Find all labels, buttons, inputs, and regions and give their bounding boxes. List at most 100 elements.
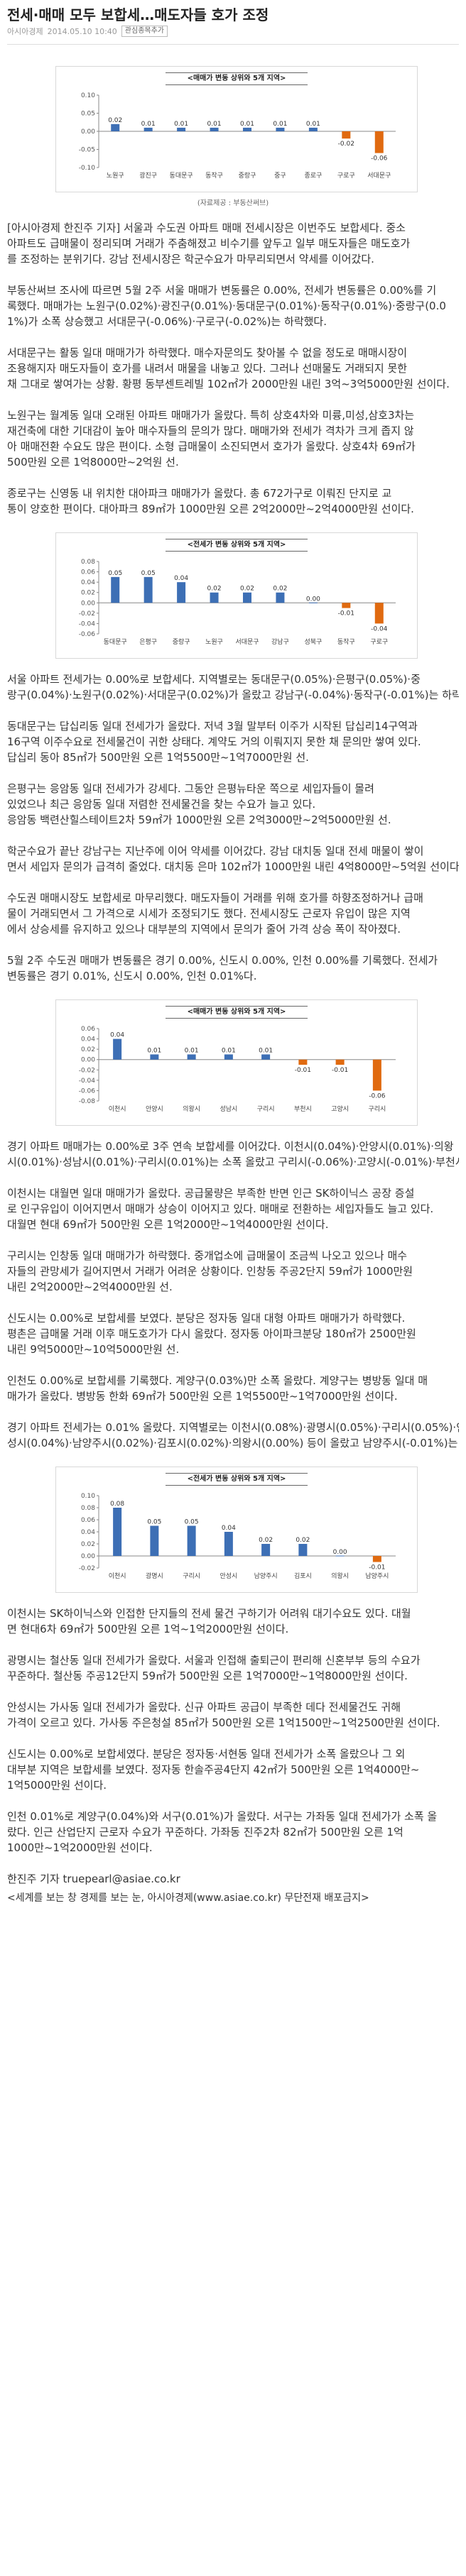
paragraph-line: 1억5000만원 선이다. <box>7 1779 107 1792</box>
data-label: 0.04 <box>174 575 188 582</box>
y-tick-label: 0.10 <box>81 92 95 99</box>
bar <box>111 576 120 603</box>
chart-svg: 0.10 0.05 0.00 -0.05 -0.10 0.02 노원구 0.01 광진구 0.01… <box>79 92 396 180</box>
y-tick-label: 0.00 <box>81 128 95 136</box>
y-tick-label: 0.08 <box>81 559 95 566</box>
bar <box>372 1059 381 1091</box>
y-tick-label: -0.02 <box>79 1067 95 1074</box>
y-tick-label: -0.06 <box>79 1087 96 1095</box>
paragraph: 5월 2주 수도권 매매가 변동률은 경기 0.00%, 신도시 0.00%, … <box>7 953 459 984</box>
y-tick-label: 0.00 <box>81 1057 95 1064</box>
category-label: 광명시 <box>146 1572 163 1580</box>
paragraph-line: 이천시는 대월면 일대 매매가가 올랐다. 공급물량은 부족한 반면 인근 SK… <box>7 1187 415 1200</box>
y-tick-label: 0.00 <box>81 1553 95 1560</box>
bar <box>177 582 186 603</box>
y-tick-label: 0.05 <box>81 111 95 118</box>
chart-4: <전세가 변동 상위와 5개 지역> 0.10 0.08 0.06 0.04 0.02 0… <box>55 1467 418 1593</box>
paragraph: 안성시는 가사동 일대 전세가가 올랐다. 신규 아파트 공급이 부족한 데다 … <box>7 1699 459 1731</box>
y-tick-label: 0.04 <box>81 579 95 586</box>
paragraph: 구리시는 인창동 일대 매매가가 하락했다. 중개업소에 급매물이 조금씩 나오… <box>7 1248 459 1295</box>
category-label: 이천시 <box>109 1105 126 1113</box>
paragraph-line: 500만원 오른 1억8000만~2억원 선. <box>7 456 179 468</box>
y-tick-label: 0.10 <box>81 1493 95 1500</box>
data-label: -0.01 <box>369 1564 385 1572</box>
paragraph-line: 종로구는 신영동 내 위치한 대아파크 매매가가 올랐다. 총 672가구로 이… <box>7 487 392 500</box>
bar <box>113 1508 122 1556</box>
paragraph-line: 5월 2주 수도권 매매가 변동률은 경기 0.00%, 신도시 0.00%, … <box>7 954 438 967</box>
y-tick-label: 0.02 <box>81 1541 95 1548</box>
bar <box>374 603 384 624</box>
paragraph-line: 면서 세입자 문의가 급격히 줄었다. 대치동 은마 102㎡가 1000만원 … <box>7 860 459 873</box>
paragraph-line: 랑구(0.04%)·노원구(0.02%)·서대문구(0.02%)가 올랐고 강남… <box>7 689 459 701</box>
category-label: 동작구 <box>337 638 355 646</box>
category-label: 이천시 <box>109 1572 126 1580</box>
category-label: 의왕시 <box>331 1572 349 1580</box>
paragraph-line: 서울 아파트 전세가는 0.00%로 보합세다. 지역별로는 동대문구(0.05… <box>7 673 421 686</box>
headline: 전세·매매 모두 보합세…매도자들 호가 조정 <box>7 6 269 23</box>
paragraph-line: 대월면 현대 69㎡가 500만원 오른 1억2000만~1억4000만원 선이… <box>7 1218 329 1231</box>
paragraph-line: 경기 아파트 매매가는 0.00%로 3주 연속 보합세를 이어갔다. 이천시(… <box>7 1140 454 1153</box>
bar <box>372 1556 381 1562</box>
paragraph-line: 통이 양호한 편이다. 대아파크 89㎡가 1000만원 오른 2억2000만~… <box>7 503 414 515</box>
paragraph-line: 은평구는 응암동 일대 전세가가 강세다. 그동안 은평뉴타운 쪽으로 세입자들… <box>7 782 374 795</box>
y-tick-label: -0.02 <box>79 1565 95 1572</box>
chart-title: <전세가 변동 상위와 5개 지역> <box>166 1473 308 1486</box>
category-label: 구로구 <box>370 638 388 646</box>
category-label: 구리시 <box>257 1105 275 1113</box>
data-label: 0.02 <box>259 1537 273 1544</box>
paragraph-line: 경기 아파트 전세가는 0.01% 올랐다. 지역별로는 이천시(0.08%)·… <box>7 1421 459 1434</box>
bar <box>210 127 219 131</box>
paragraph-line: 있었으나 최근 응암동 일대 저렴한 전세물건을 찾는 수요가 늘고 있다. <box>7 798 316 811</box>
category-label: 성남시 <box>220 1105 237 1113</box>
chart-title: <매매가 변동 상위와 5개 지역> <box>166 1006 308 1019</box>
y-tick-label: 0.06 <box>81 1517 95 1524</box>
paragraph-line: 채 그대로 쌓여가는 상황. 황평 동부센트레빌 102㎡가 2000만원 내린… <box>7 378 450 390</box>
data-label: 0.00 <box>306 596 320 603</box>
paragraph-group-c: 경기 아파트 매매가는 0.00%로 3주 연속 보합세를 이어갔다. 이천시(… <box>7 1139 459 1451</box>
paragraph: 신도시는 0.00%로 보합세를 보였다. 분당은 정자동 일대 대형 아파트 … <box>7 1310 459 1357</box>
paragraph: 서울 아파트 전세가는 0.00%로 보합세다. 지역별로는 동대문구(0.05… <box>7 672 459 703</box>
bar <box>308 127 318 131</box>
paragraph-line: 인천도 0.00%로 보합세를 기록했다. 계양구(0.03%)만 소폭 올랐다… <box>7 1374 428 1387</box>
y-tick-label: 0.04 <box>81 1529 95 1536</box>
data-label: 0.01 <box>222 1047 236 1054</box>
data-label: 0.01 <box>207 121 222 128</box>
category-label: 은평구 <box>139 638 157 646</box>
data-label: 0.05 <box>108 570 122 577</box>
paragraph-group-a: [아시아경제 한진주 기자] 서울과 수도권 아파트 매매 전세시장은 이번주도… <box>7 220 459 517</box>
y-tick-label: -0.04 <box>79 1078 96 1085</box>
data-label: -0.06 <box>371 155 388 163</box>
chart-svg: 0.06 0.04 0.02 0.00 -0.02 -0.04 -0.06 -0.08 0.04… <box>79 1026 396 1113</box>
y-tick-label: 0.06 <box>81 569 95 576</box>
category-label: 안양시 <box>146 1105 163 1113</box>
paragraph-line: 자들의 관망세가 길어지면서 거래가 어려운 상황이다. 인창동 주공2단지 5… <box>7 1265 413 1278</box>
paragraph: 경기 아파트 전세가는 0.01% 올랐다. 지역별로는 이천시(0.08%)·… <box>7 1420 459 1451</box>
y-tick-label: -0.10 <box>79 165 96 172</box>
paragraph-line: 조용해지자 매도자들이 호가를 내려서 매물을 내놓고 있다. 그러나 선매물도… <box>7 362 408 375</box>
data-label: 0.01 <box>141 121 156 128</box>
chart-1: <매매가 변동 상위와 5개 지역> 0.10 0.05 0.00 -0.05 -0.1… <box>55 66 418 192</box>
chart-title: <매매가 변동 상위와 5개 지역> <box>166 72 308 85</box>
category-label: 구로구 <box>337 172 355 180</box>
add-interest-button[interactable]: 관심종목추가 <box>121 26 168 37</box>
bar <box>276 127 285 131</box>
data-label: -0.04 <box>371 625 388 632</box>
copyright-footer: <세계를 보는 창 경제를 보는 눈, 아시아경제(www.asiae.co.k… <box>7 1892 369 1904</box>
paragraph-line: 안성시는 가사동 일대 전세가가 올랐다. 신규 아파트 공급이 부족한 데다 … <box>7 1701 401 1714</box>
bar <box>224 1054 233 1060</box>
paragraph-group-d: 이천시는 SK하이닉스와 인접한 단지들의 전세 물건 구하기가 어려워 대기수… <box>7 1606 459 1856</box>
bar <box>243 592 251 603</box>
category-label: 동대문구 <box>104 638 127 646</box>
bar <box>276 592 285 603</box>
chart-title: <전세가 변동 상위와 5개 지역> <box>166 539 308 552</box>
y-tick-label: 0.04 <box>81 1036 95 1043</box>
category-label: 구리시 <box>183 1572 200 1580</box>
bar <box>187 1054 196 1060</box>
data-label: 0.02 <box>296 1537 310 1544</box>
paragraph: 부동산써브 조사에 따르면 5월 2주 서울 매매가 변동률은 0.00%, 전… <box>7 283 459 329</box>
bar <box>224 1532 233 1556</box>
chart-2: <전세가 변동 상위와 5개 지역> 0.08 0.06 0.04 0.02 0.00 -… <box>55 532 418 659</box>
category-label: 중랑구 <box>173 637 190 646</box>
data-label: 0.08 <box>110 1501 124 1508</box>
date: 2014.05.10 10:40 <box>47 26 117 36</box>
